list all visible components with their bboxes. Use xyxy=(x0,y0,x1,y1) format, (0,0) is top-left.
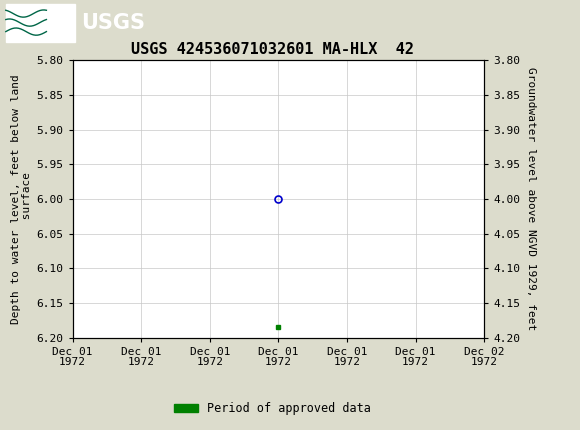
Y-axis label: Groundwater level above NGVD 1929, feet: Groundwater level above NGVD 1929, feet xyxy=(526,67,536,331)
Y-axis label: Depth to water level, feet below land
 surface: Depth to water level, feet below land su… xyxy=(10,74,32,324)
Bar xyxy=(6,3,75,42)
Text: USGS 424536071032601 MA-HLX  42: USGS 424536071032601 MA-HLX 42 xyxy=(131,42,414,57)
Text: USGS: USGS xyxy=(81,12,145,33)
Legend: Period of approved data: Period of approved data xyxy=(169,397,376,420)
